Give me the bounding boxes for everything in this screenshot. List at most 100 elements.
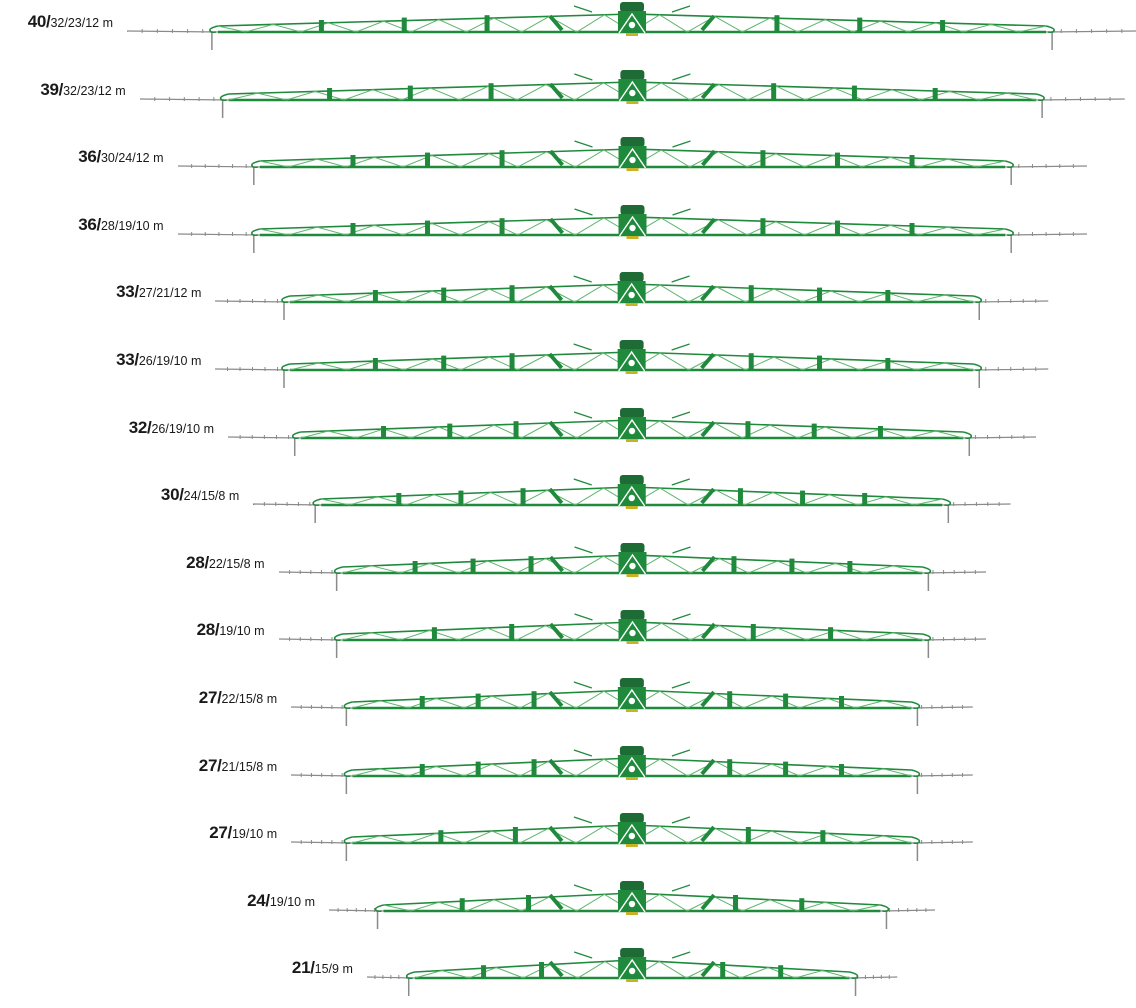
main-strut-left [548,149,564,167]
section-joint-right [733,894,739,912]
section-joint-right [749,353,755,371]
section-joint-left [412,560,418,574]
lift-arm-right [671,681,691,689]
boom-row: 28/19/10 m [0,608,1136,670]
center-pivot [628,630,636,637]
truss-left [342,555,633,574]
section-joint-left [419,763,425,777]
center-tank-top [620,678,644,688]
main-strut-left [548,690,564,708]
truss-right [631,961,850,979]
boom-hinge-left [250,160,260,169]
boom-section-widths: 24/15/8 m [183,489,240,504]
section-joint-right [727,691,733,709]
main-strut-left [548,825,564,843]
section-joint-left [438,830,444,845]
main-strut-left [548,420,564,437]
section-joint-right [834,220,840,236]
top-chord-left [300,418,633,433]
section-joint-left [470,558,476,574]
boom-drawing [177,137,1087,186]
boom-row: 33/27/21/12 m [0,270,1136,332]
boom-total-width: 33/ [116,282,139,302]
boom-hinge-left [343,701,353,710]
truss-right [631,149,1005,168]
boom-section-widths: 27/21/12 m [138,286,202,301]
boom-hinge-right [963,430,973,439]
top-chord-right [631,959,850,974]
center-pivot [628,900,636,907]
main-strut-right [700,690,716,708]
section-joint-right [817,287,823,304]
top-chord-right [631,486,943,500]
section-joint-left [480,965,486,980]
boom-total-width: 40/ [27,12,51,31]
boom-width-label: 36/28/19/10 m [78,215,163,235]
boom-total-width: 32/ [128,417,152,437]
boom-drawing [253,475,1011,524]
boom-total-width: 28/ [196,620,220,640]
boom-drawing [291,813,973,862]
truss-right [631,487,943,506]
main-strut-right [700,149,716,167]
section-joint-right [834,152,840,169]
main-strut-right [700,285,716,302]
boom-drawing [215,340,1049,388]
main-strut-right [700,893,716,911]
center-tank-top [620,813,644,824]
center-marker [626,979,638,983]
boom-drawing [278,542,986,591]
top-chord-left [217,13,633,27]
section-joint-left [484,15,490,33]
boom-width-label: 28/22/15/8 m [186,553,264,573]
top-chord-left [383,891,633,906]
center-pivot [628,292,636,299]
lift-arm-right [671,411,691,419]
boom-section-widths: 32/23/12 m [63,83,126,98]
boom-total-width: 39/ [40,79,64,99]
section-joint-left [531,691,537,709]
main-strut-right [700,352,716,370]
lift-arm-right [671,208,691,216]
boom-section-widths: 19/10 m [269,894,315,909]
truss-right [631,623,922,641]
boom-drawing [328,880,936,929]
section-joint-left [441,355,447,371]
center-tank-top [620,69,644,80]
lift-arm-right [671,275,691,283]
section-joint-left [373,358,379,371]
section-joint-right [827,627,833,642]
boom-row: 28/22/15/8 m [0,541,1136,603]
section-joint-left [349,222,355,236]
top-chord-right [631,283,974,298]
section-joint-right [774,15,780,33]
truss-right [631,690,912,709]
boom-width-label: 27/19/10 m [209,823,277,843]
top-chord-right [631,13,1047,27]
boom-hinge-right [911,701,921,710]
boom-row: 30/24/15/8 m [0,473,1136,535]
section-joint-left [419,696,425,709]
boom-total-width: 24/ [247,890,270,910]
truss-left [342,623,633,641]
section-joint-left [349,155,355,169]
lift-arm-left [573,478,593,486]
center-marker [626,100,638,104]
boom-drawing [278,610,986,659]
main-strut-right [700,420,716,437]
truss-right [631,81,1036,101]
truss-right [631,555,922,574]
boom-width-label: 27/22/15/8 m [199,688,277,708]
top-chord-left [259,215,633,230]
center-pivot [628,494,636,502]
boom-total-width: 28/ [186,552,209,572]
section-joint-right [720,962,726,980]
section-joint-right [851,85,857,101]
section-joint-right [783,693,789,709]
center-marker [626,506,638,510]
lift-arm-right [671,478,691,486]
truss-left [352,825,633,844]
section-joint-right [759,217,765,236]
truss-right [631,825,912,844]
center-marker [626,168,638,172]
